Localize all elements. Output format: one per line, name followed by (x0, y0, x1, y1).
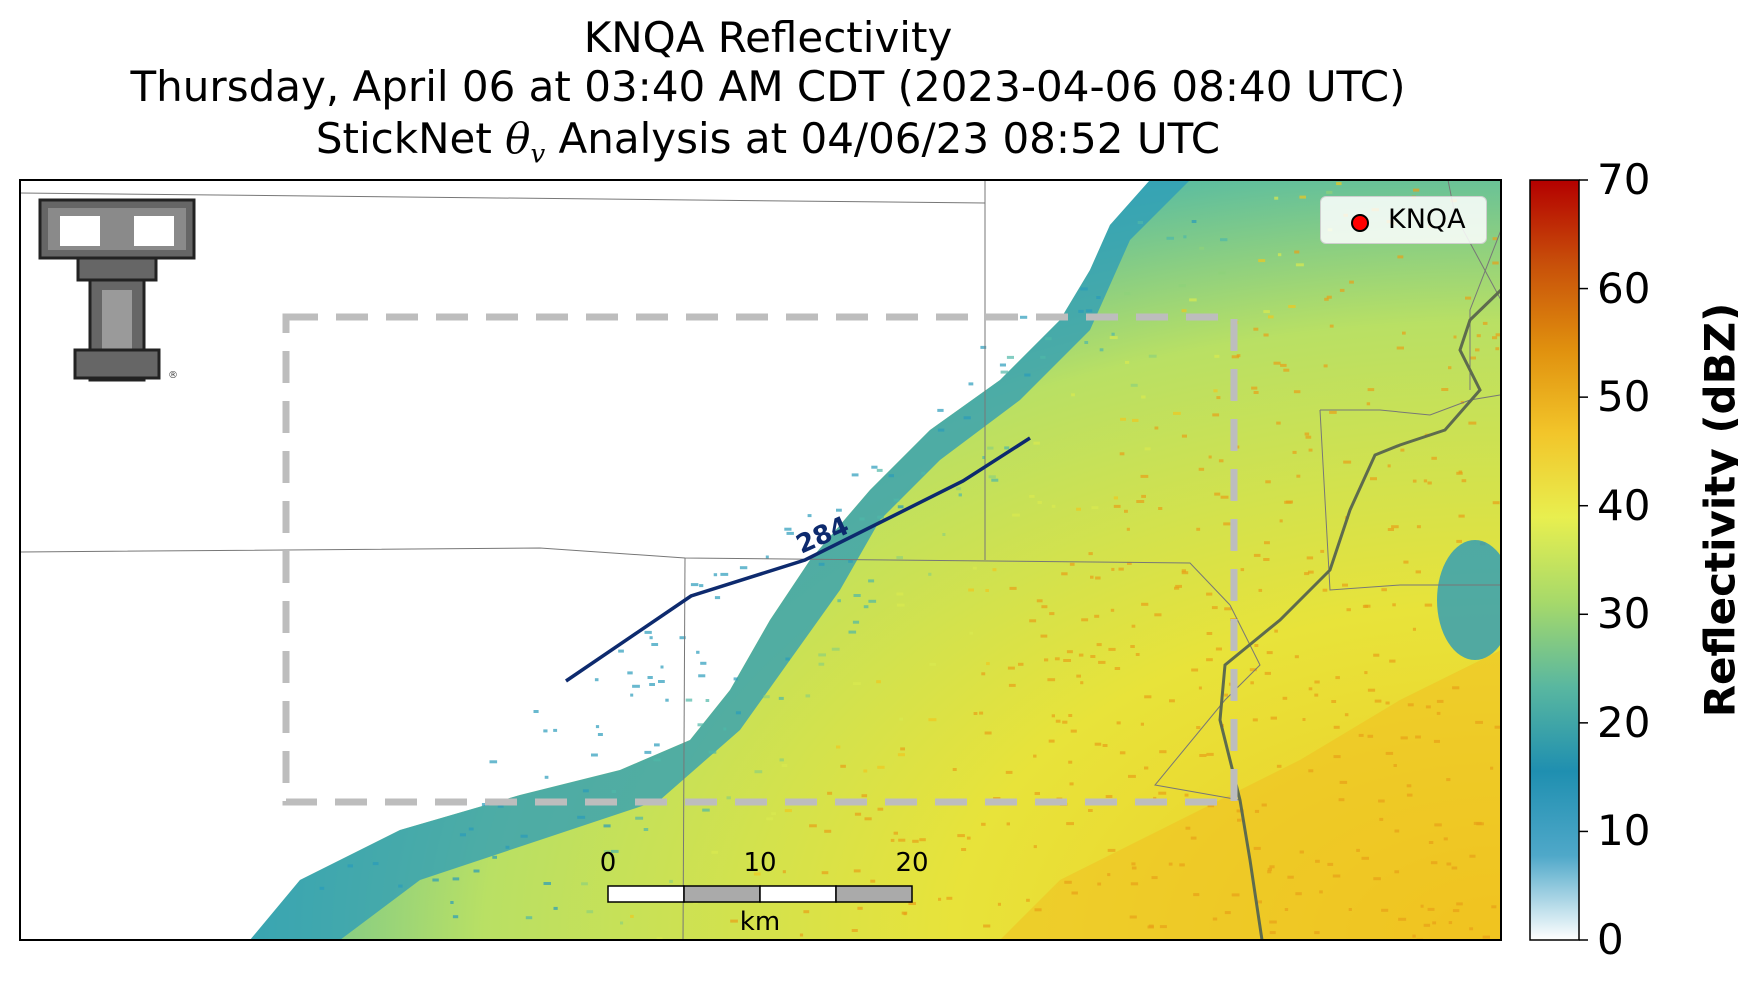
radar-site-marker (1351, 214, 1369, 232)
colorbar-tick-label: 10 (1597, 806, 1651, 856)
colorbar-tick-label: 40 (1597, 480, 1651, 530)
scale-segment (835, 885, 913, 903)
weak-echo-cluster (1437, 540, 1501, 660)
colorbar-tick-label: 50 (1597, 372, 1651, 422)
colorbar-gradient (1529, 179, 1580, 941)
subtitle-suffix: Analysis at 04/06/23 08:52 UTC (545, 114, 1221, 163)
scale-tick-label: 0 (599, 848, 617, 878)
colorbar-label: Reflectivity (dBZ) (1695, 302, 1738, 718)
colorbar-tick-label: 0 (1597, 915, 1624, 964)
analysis-subtitle: StickNet θv Analysis at 04/06/23 08:52 U… (0, 115, 1536, 178)
colorbar-tick-label: 30 (1597, 589, 1651, 639)
svg-text:®: ® (168, 370, 178, 381)
colorbar (1529, 179, 1588, 941)
scale-segment (759, 885, 837, 903)
legend-label: KNQA (1388, 204, 1466, 235)
scale-segment (607, 885, 685, 903)
map-plot-area: 284 (20, 180, 1501, 940)
theta-v-contour (565, 436, 1031, 683)
scale-segment (683, 885, 761, 903)
analysis-domain-box (282, 313, 1238, 806)
reflectivity-speckle (319, 182, 1501, 940)
subtitle-prefix: StickNet (315, 114, 506, 163)
colorbar-tick-label: 70 (1597, 155, 1651, 204)
map-frame (19, 179, 1502, 941)
echo-core-region (1000, 650, 1501, 940)
scale-tick-label: 20 (895, 848, 929, 878)
colorbar-tick-marks (1579, 179, 1588, 941)
scale-unit-label: km (739, 907, 781, 937)
map-title: KNQA Reflectivity (583, 13, 953, 62)
scale-tick-label: 10 (743, 848, 777, 878)
echo-leading-edge (250, 180, 1190, 940)
texas-tech-logo: ® (38, 198, 196, 382)
colorbar-tick-label: 20 (1597, 697, 1651, 747)
map-datetime: Thursday, April 06 at 03:40 AM CDT (2023… (130, 62, 1406, 111)
colorbar-tick-label: 60 (1597, 263, 1651, 313)
theta-v-symbol: θv (505, 114, 546, 170)
scale-bar (607, 885, 913, 903)
map-legend: KNQA (1320, 196, 1487, 244)
